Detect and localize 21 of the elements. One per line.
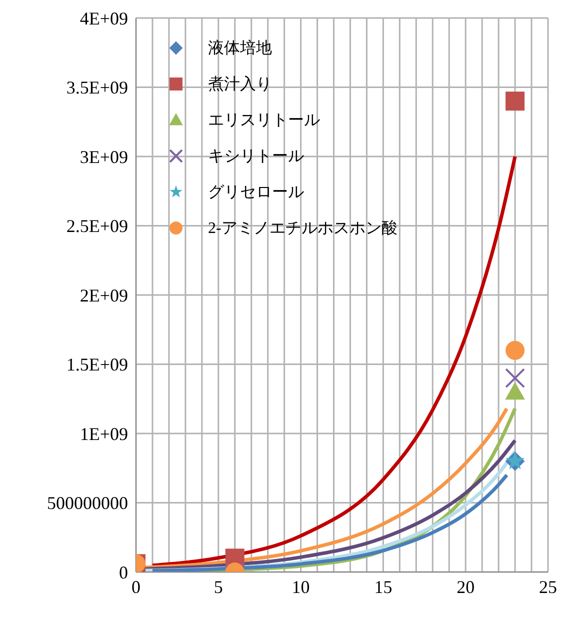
- x-tick-label: 25: [539, 576, 557, 597]
- y-tick-label: 2.5E+09: [66, 216, 128, 236]
- x-tick-label: 0: [132, 576, 140, 597]
- legend-label: エリスリトール: [208, 110, 320, 130]
- x-tick-label: 15: [374, 576, 392, 597]
- y-tick-label: 1E+09: [80, 424, 128, 444]
- legend-label: グリセロール: [208, 182, 304, 202]
- legend-label: 2-アミノエチルホスホン酸: [208, 218, 398, 238]
- legend-label: 液体培地: [208, 38, 272, 58]
- y-tick-label: 4E+09: [80, 8, 128, 28]
- y-tick-label: 500000000: [47, 493, 128, 514]
- y-tick-label: 0: [119, 562, 128, 582]
- legend-label: 煮汁入り: [208, 74, 272, 94]
- y-tick-label: 2E+09: [80, 285, 128, 306]
- y-tick-label: 1.5E+09: [66, 354, 128, 375]
- legend-label: キシリトール: [208, 146, 304, 166]
- y-tick-label: 3E+09: [80, 146, 128, 167]
- x-tick-label: 10: [292, 576, 310, 597]
- y-tick-label: 3.5E+09: [66, 78, 128, 98]
- x-tick-label: 5: [214, 576, 223, 597]
- x-tick-label: 20: [456, 576, 475, 597]
